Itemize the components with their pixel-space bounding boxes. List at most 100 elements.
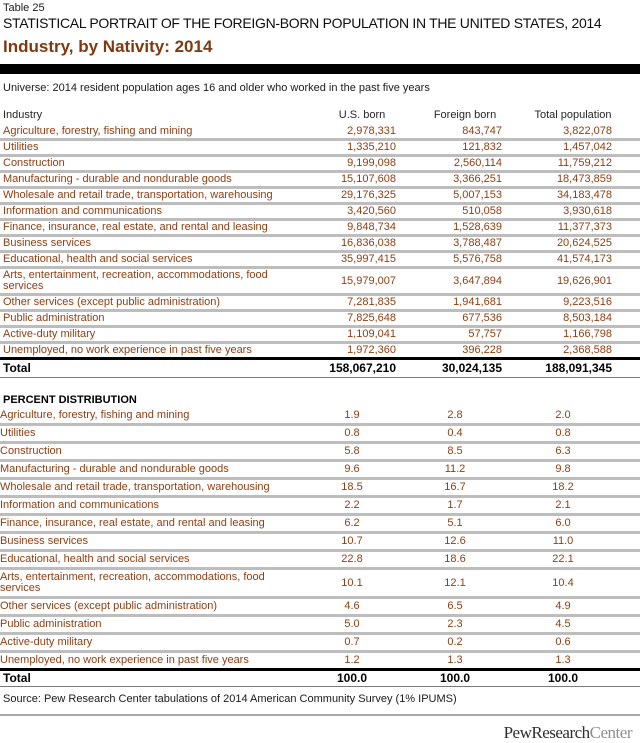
total-population-value: 41,574,173 bbox=[508, 251, 618, 269]
column-header-row: Industry U.S. born Foreign born Total po… bbox=[0, 107, 640, 125]
filler-cell bbox=[618, 187, 640, 205]
foreign-born-percent: 11.2 bbox=[402, 460, 508, 480]
total-population-percent: 2.1 bbox=[508, 496, 618, 516]
table-row: Agriculture, forestry, fishing and minin… bbox=[0, 125, 640, 141]
column-header-us-born: U.S. born bbox=[338, 109, 386, 121]
us-born-value: 15,979,007 bbox=[302, 267, 402, 296]
table-row: Arts, entertainment, recreation, accommo… bbox=[0, 267, 640, 296]
filler-cell bbox=[618, 267, 640, 296]
total-population-percent: 6.0 bbox=[508, 514, 618, 534]
filler-cell bbox=[618, 652, 640, 670]
total-population-percent: 22.1 bbox=[508, 550, 618, 570]
filler-cell bbox=[618, 171, 640, 189]
title-divider-bar bbox=[0, 64, 640, 74]
filler-cell bbox=[618, 550, 640, 570]
filler-cell bbox=[618, 294, 640, 312]
industry-label: Other services (except public administra… bbox=[0, 294, 302, 312]
foreign-born-percent: 0.4 bbox=[402, 424, 508, 444]
industry-label: Active-duty military bbox=[0, 633, 302, 653]
table-row: Manufacturing - durable and nondurable g… bbox=[0, 460, 640, 480]
table-row: Utilities 1,335,210 121,832 1,457,042 bbox=[0, 139, 640, 157]
total-population-value: 2,368,588 bbox=[563, 344, 612, 356]
pew-research-center-logo: PewResearchCenter bbox=[0, 723, 640, 743]
foreign-born-percent: 12.6 bbox=[402, 532, 508, 552]
filler-cell bbox=[618, 155, 640, 173]
industry-label: Business services bbox=[0, 235, 302, 253]
total-population-total: 188,091,345 bbox=[508, 357, 618, 378]
foreign-born-value: 1,941,681 bbox=[402, 294, 508, 312]
filler-cell bbox=[618, 478, 640, 498]
table-row: Wholesale and retail trade, transportati… bbox=[0, 187, 640, 205]
industry-label: Arts, entertainment, recreation, accommo… bbox=[0, 267, 302, 296]
table-row: Finance, insurance, real estate, and ren… bbox=[0, 514, 640, 534]
filler-cell bbox=[618, 514, 640, 534]
industry-label: Wholesale and retail trade, transportati… bbox=[0, 187, 302, 205]
table-row: Educational, health and social services 2… bbox=[0, 550, 640, 570]
footer-divider bbox=[0, 714, 640, 716]
filler-cell bbox=[618, 310, 640, 328]
percent-total-row: Total 100.0 100.0 100.0 bbox=[0, 668, 640, 687]
industry-label: Business services bbox=[0, 532, 302, 552]
table-row: Unemployed, no work experience in past f… bbox=[0, 343, 640, 359]
logo-text-primary: PewResearch bbox=[503, 723, 591, 742]
industry-label: Construction bbox=[0, 155, 302, 173]
filler-cell bbox=[618, 235, 640, 253]
total-label: Total bbox=[0, 668, 302, 687]
table-row: Construction 5.8 8.5 6.3 bbox=[0, 442, 640, 462]
us-born-percent: 4.6 bbox=[302, 597, 402, 617]
industry-label: Educational, health and social services bbox=[0, 550, 302, 570]
report-subtitle: Industry, by Nativity: 2014 bbox=[3, 37, 213, 56]
filler-cell bbox=[618, 251, 640, 269]
industry-label: Unemployed, no work experience in past f… bbox=[0, 654, 249, 666]
table-number: Table 25 bbox=[3, 2, 45, 14]
industry-label: Manufacturing - durable and nondurable g… bbox=[0, 460, 302, 480]
total-population-percent: 18.2 bbox=[508, 478, 618, 498]
table-row: Unemployed, no work experience in past f… bbox=[0, 652, 640, 670]
filler-cell bbox=[618, 357, 640, 378]
filler-header bbox=[618, 107, 640, 125]
foreign-born-percent: 18.6 bbox=[402, 550, 508, 570]
foreign-born-percent: 1.3 bbox=[447, 654, 463, 666]
filler-cell bbox=[618, 343, 640, 359]
total-population-value: 20,624,525 bbox=[508, 235, 618, 253]
filler-cell bbox=[618, 442, 640, 462]
table-row: Arts, entertainment, recreation, accommo… bbox=[0, 568, 640, 599]
industry-label: Utilities bbox=[0, 424, 302, 444]
foreign-born-value: 5,576,758 bbox=[402, 251, 508, 269]
us-born-percent: 18.5 bbox=[302, 478, 402, 498]
industry-label: Manufacturing - durable and nondurable g… bbox=[0, 171, 302, 189]
industry-label: Construction bbox=[0, 442, 302, 462]
industry-label: Arts, entertainment, recreation, accommo… bbox=[0, 568, 302, 599]
column-header-foreign-born: Foreign born bbox=[433, 109, 497, 121]
table-row: Information and communications 3,420,560 5… bbox=[0, 203, 640, 221]
us-born-percent: 0.8 bbox=[302, 424, 402, 444]
filler-cell bbox=[618, 125, 640, 141]
foreign-born-value: 843,747 bbox=[402, 125, 508, 141]
percent-distribution-heading: PERCENT DISTRIBUTION bbox=[3, 394, 137, 406]
us-born-value: 1,335,210 bbox=[302, 139, 402, 157]
us-born-value: 1,109,041 bbox=[302, 326, 402, 344]
us-born-percent: 10.1 bbox=[302, 568, 402, 599]
us-born-percent: 1.9 bbox=[302, 408, 402, 426]
total-population-percent: 1.3 bbox=[555, 654, 571, 666]
us-born-value: 35,997,415 bbox=[302, 251, 402, 269]
total-population-percent-total: 100.0 bbox=[508, 668, 618, 687]
industry-label: Information and communications bbox=[0, 496, 302, 516]
total-population-value: 19,626,901 bbox=[508, 267, 618, 296]
us-born-percent: 5.0 bbox=[302, 615, 402, 635]
us-born-value: 29,176,325 bbox=[302, 187, 402, 205]
us-born-percent: 2.2 bbox=[302, 496, 402, 516]
industry-label: Wholesale and retail trade, transportati… bbox=[0, 478, 302, 498]
foreign-born-percent-total: 100.0 bbox=[402, 668, 508, 687]
source-note: Source: Pew Research Center tabulations … bbox=[3, 693, 457, 705]
foreign-born-percent: 16.7 bbox=[402, 478, 508, 498]
report-title: STATISTICAL PORTRAIT OF THE FOREIGN-BORN… bbox=[3, 15, 602, 31]
us-born-percent: 0.7 bbox=[302, 633, 402, 653]
foreign-born-value: 5,007,153 bbox=[402, 187, 508, 205]
filler-cell bbox=[618, 460, 640, 480]
foreign-born-value: 3,366,251 bbox=[402, 171, 508, 189]
filler-cell bbox=[618, 326, 640, 344]
us-born-value: 9,848,734 bbox=[302, 219, 402, 237]
us-born-percent: 5.8 bbox=[302, 442, 402, 462]
industry-label: Active-duty military bbox=[0, 326, 302, 344]
